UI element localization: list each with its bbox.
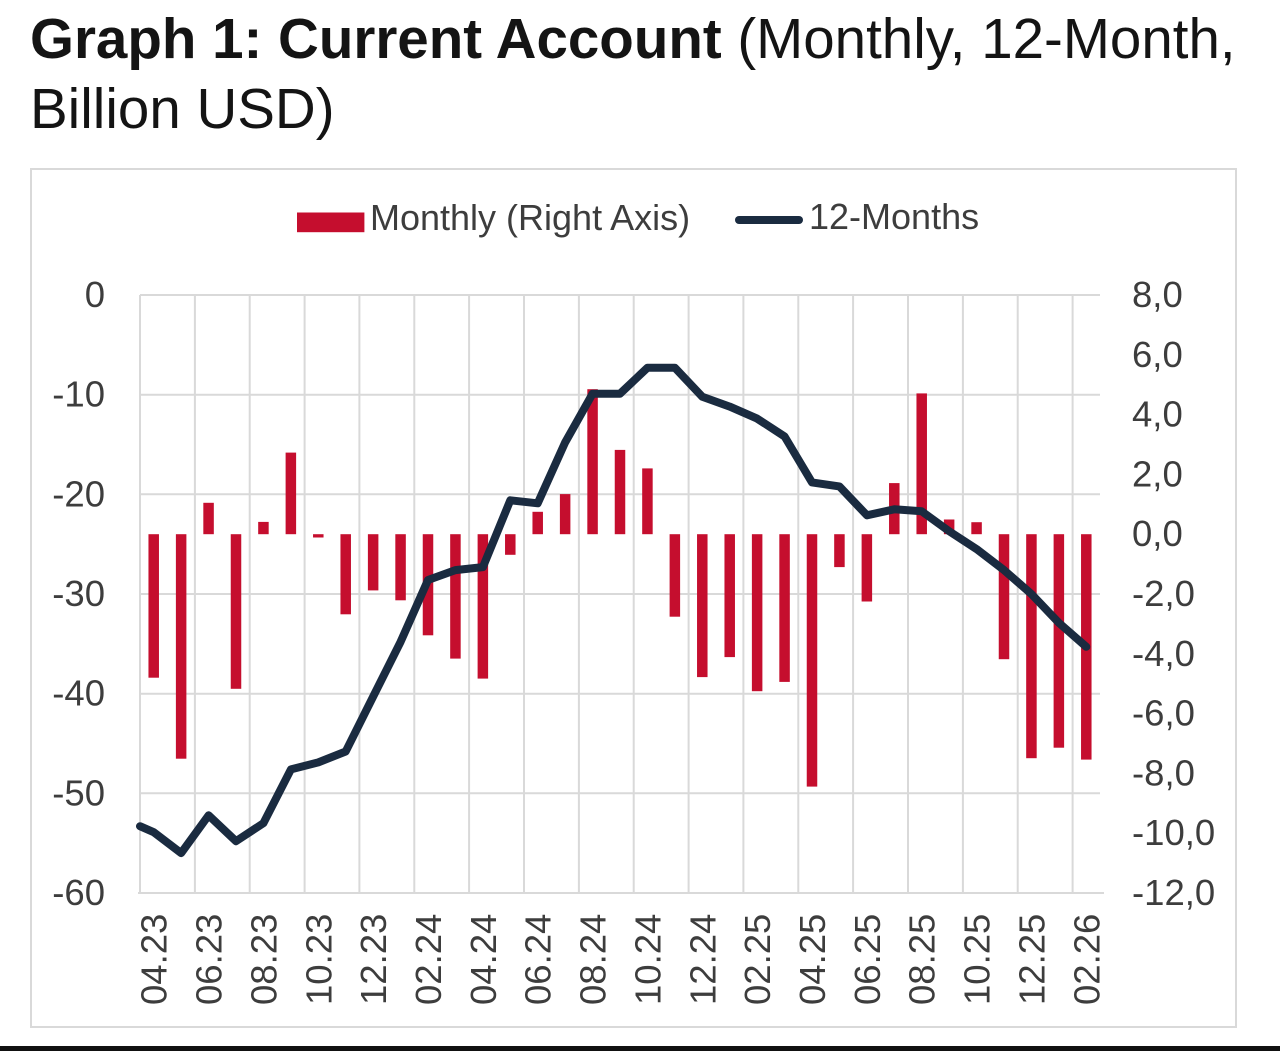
svg-text:12.24: 12.24 — [682, 914, 723, 1005]
svg-text:12.25: 12.25 — [1011, 914, 1052, 1005]
svg-text:-6,0: -6,0 — [1132, 693, 1195, 734]
svg-text:Monthly (Right Axis): Monthly (Right Axis) — [370, 197, 690, 238]
svg-text:04.24: 04.24 — [463, 914, 504, 1005]
svg-text:12.23: 12.23 — [353, 914, 394, 1005]
svg-text:0: 0 — [85, 274, 105, 315]
svg-text:06.24: 06.24 — [518, 914, 559, 1005]
svg-text:-10: -10 — [52, 374, 105, 415]
svg-text:-2,0: -2,0 — [1132, 573, 1195, 614]
svg-text:6,0: 6,0 — [1132, 334, 1183, 375]
svg-text:-10,0: -10,0 — [1132, 812, 1215, 853]
svg-text:02.26: 02.26 — [1066, 914, 1107, 1005]
svg-text:2,0: 2,0 — [1132, 453, 1183, 494]
svg-text:-40: -40 — [52, 673, 105, 714]
svg-text:08.24: 08.24 — [573, 914, 614, 1005]
svg-text:06.25: 06.25 — [847, 914, 888, 1005]
svg-text:08.23: 08.23 — [243, 914, 284, 1005]
svg-text:-12,0: -12,0 — [1132, 872, 1215, 913]
svg-text:0,0: 0,0 — [1132, 513, 1183, 554]
svg-text:10.24: 10.24 — [627, 914, 668, 1005]
svg-text:-4,0: -4,0 — [1132, 633, 1195, 674]
svg-text:12-Months: 12-Months — [809, 196, 979, 237]
svg-text:-30: -30 — [52, 573, 105, 614]
svg-text:-60: -60 — [52, 872, 105, 913]
svg-text:-50: -50 — [52, 772, 105, 813]
svg-text:02.24: 02.24 — [408, 914, 449, 1005]
svg-text:10.25: 10.25 — [957, 914, 998, 1005]
svg-text:02.25: 02.25 — [737, 914, 778, 1005]
svg-text:04.23: 04.23 — [134, 914, 175, 1005]
svg-text:4,0: 4,0 — [1132, 394, 1183, 435]
svg-text:10.23: 10.23 — [298, 914, 339, 1005]
svg-text:06.23: 06.23 — [189, 914, 230, 1005]
svg-text:04.25: 04.25 — [792, 914, 833, 1005]
svg-text:08.25: 08.25 — [902, 914, 943, 1005]
svg-text:-8,0: -8,0 — [1132, 752, 1195, 793]
svg-text:8,0: 8,0 — [1132, 274, 1183, 315]
svg-text:-20: -20 — [52, 473, 105, 514]
